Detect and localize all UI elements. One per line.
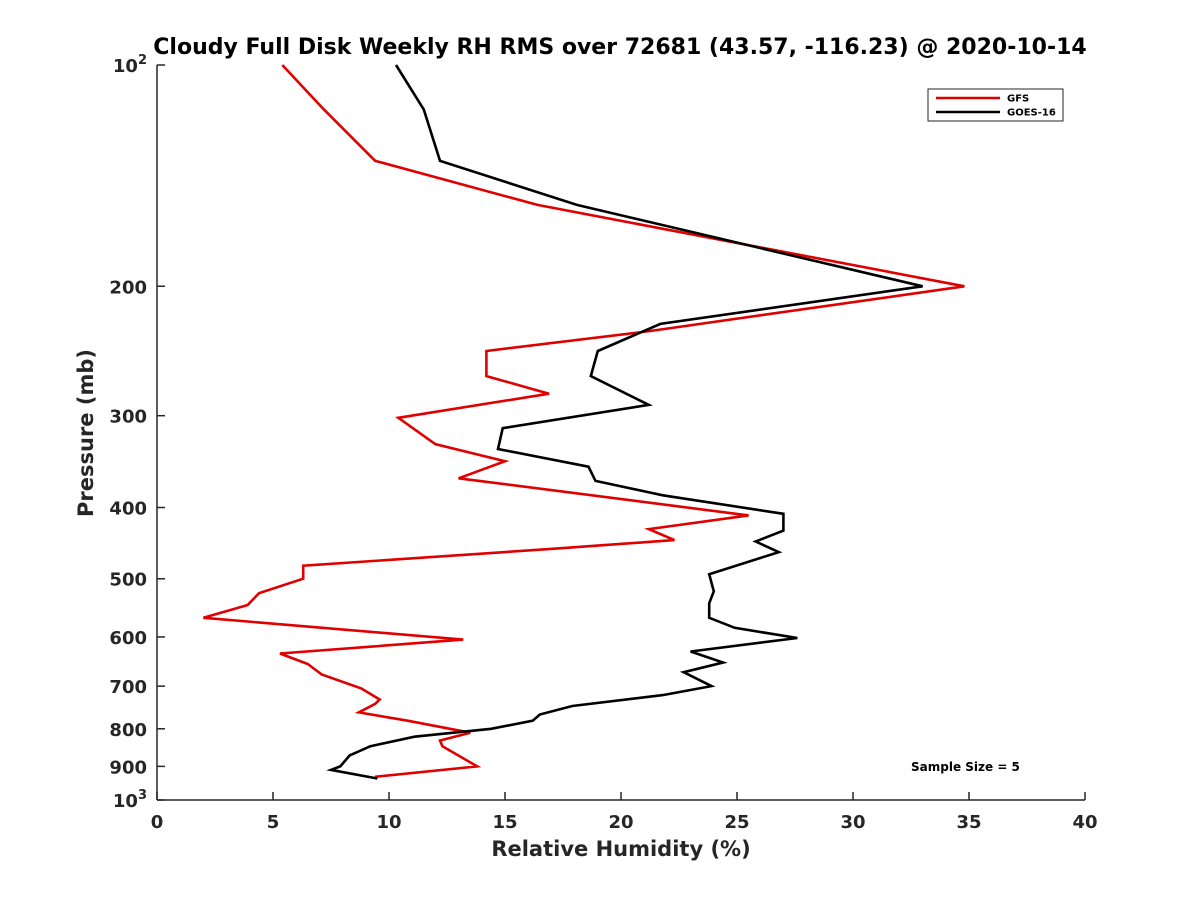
x-tick-label: 40 bbox=[1072, 812, 1097, 833]
y-tick-label: 800 bbox=[109, 720, 147, 741]
y-tick-base: 600 bbox=[109, 628, 147, 649]
y-tick-label: 600 bbox=[109, 628, 147, 649]
legend-box bbox=[927, 88, 1064, 122]
y-tick-label: 103 bbox=[113, 788, 147, 812]
y-tick-base: 300 bbox=[109, 407, 147, 428]
chart-title: Cloudy Full Disk Weekly RH RMS over 7268… bbox=[153, 35, 1086, 60]
y-tick-label: 700 bbox=[109, 677, 147, 698]
y-tick-label: 200 bbox=[109, 277, 147, 298]
y-tick-label: 300 bbox=[109, 407, 147, 428]
series-line-goes-16 bbox=[326, 64, 923, 780]
y-tick-base: 800 bbox=[109, 720, 147, 741]
legend: GFS GOES-16 bbox=[927, 88, 1064, 122]
legend-label: GFS bbox=[1007, 94, 1029, 105]
legend-items: GFS GOES-16 bbox=[936, 94, 1056, 119]
y-axis-label: Pressure (mb) bbox=[74, 349, 98, 517]
y-tick-exponent: 2 bbox=[138, 53, 147, 68]
y-tick-label: 900 bbox=[109, 757, 147, 778]
legend-label: GOES-16 bbox=[1007, 108, 1056, 119]
y-tick-base: 700 bbox=[109, 677, 147, 698]
y-tick-base: 900 bbox=[109, 757, 147, 778]
x-tick-label: 10 bbox=[376, 812, 401, 833]
y-tick-label: 102 bbox=[113, 53, 147, 77]
series-line-gfs bbox=[203, 64, 965, 779]
x-ticks: 0 5 10 15 20 25 30 35 40 bbox=[151, 792, 1098, 833]
y-tick-label: 400 bbox=[109, 499, 147, 520]
series-lines bbox=[203, 64, 965, 780]
x-tick-label: 15 bbox=[492, 812, 517, 833]
y-tick-label: 500 bbox=[109, 570, 147, 591]
x-tick-label: 30 bbox=[840, 812, 865, 833]
y-tick-base: 200 bbox=[109, 277, 147, 298]
y-tick-base: 400 bbox=[109, 499, 147, 520]
y-tick-base: 10 bbox=[113, 791, 138, 812]
x-tick-label: 25 bbox=[724, 812, 749, 833]
y-tick-exponent: 3 bbox=[138, 788, 147, 803]
sample-size-annotation: Sample Size = 5 bbox=[911, 760, 1020, 774]
x-tick-label: 0 bbox=[151, 812, 164, 833]
x-tick-label: 20 bbox=[608, 812, 633, 833]
x-tick-label: 35 bbox=[956, 812, 981, 833]
x-tick-label: 5 bbox=[267, 812, 280, 833]
x-axis-label: Relative Humidity (%) bbox=[491, 837, 750, 861]
y-tick-base: 500 bbox=[109, 570, 147, 591]
y-tick-base: 10 bbox=[113, 56, 138, 77]
plot-area: 0 5 10 15 20 25 30 35 40 10220030040050060070080… bbox=[109, 53, 1097, 833]
